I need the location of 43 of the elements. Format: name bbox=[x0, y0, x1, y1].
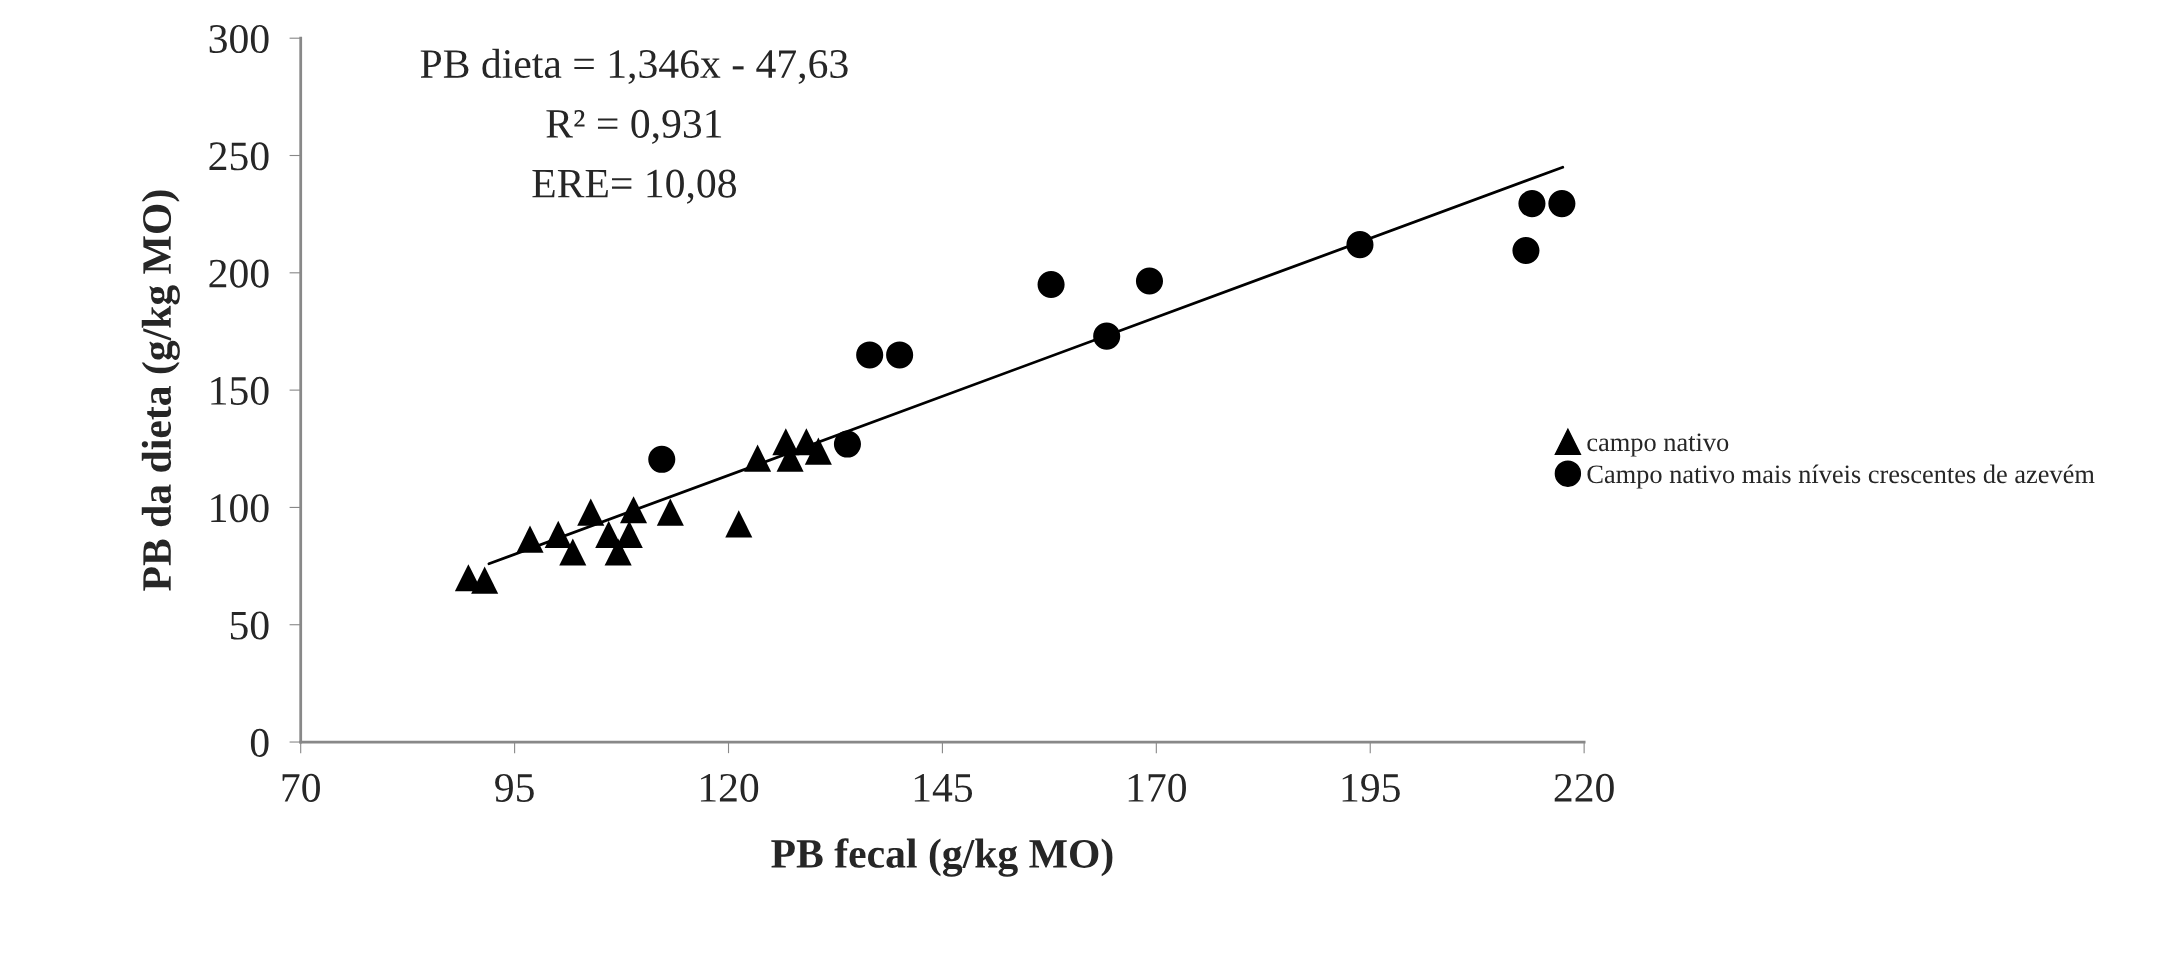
x-tick-label: 145 bbox=[914, 774, 973, 802]
point bbox=[471, 566, 499, 594]
y-tick-label: 50 bbox=[230, 611, 269, 640]
point bbox=[620, 496, 648, 524]
point bbox=[1512, 236, 1540, 265]
point bbox=[856, 341, 884, 369]
point bbox=[648, 445, 676, 473]
point bbox=[516, 525, 544, 553]
y-axis-title: PB da dieta (g/kg MO) bbox=[141, 190, 180, 591]
point bbox=[544, 520, 572, 548]
y-tick-label: 200 bbox=[209, 259, 269, 288]
point bbox=[559, 538, 587, 566]
x-tick-label: 95 bbox=[495, 773, 534, 802]
x-tick-label: 220 bbox=[1554, 773, 1614, 802]
point bbox=[804, 437, 832, 465]
point bbox=[604, 538, 632, 566]
x-tick-label: 120 bbox=[700, 773, 759, 802]
point bbox=[725, 510, 753, 538]
x-tick-label: 70 bbox=[282, 773, 320, 802]
point bbox=[1135, 267, 1164, 295]
y-tick-label: 0 bbox=[250, 728, 269, 757]
legend-label: campo nativo bbox=[1587, 433, 1729, 457]
x-axis-title: PB fecal (g/kg MO) bbox=[771, 838, 1113, 877]
point bbox=[1548, 190, 1576, 218]
annotation: ERE= 10,08 bbox=[532, 169, 736, 204]
point bbox=[577, 498, 605, 526]
point bbox=[833, 430, 861, 458]
y-tick-label: 250 bbox=[209, 142, 269, 171]
annotation: PB dieta = 1,346x - 47,63 bbox=[420, 48, 848, 85]
legend-label: Campo nativo mais níveis crescentes de azevém bbox=[1587, 464, 2095, 489]
x-tick-label: 195 bbox=[1342, 773, 1400, 802]
point bbox=[1093, 322, 1121, 350]
point bbox=[1346, 231, 1374, 259]
annotation: R² = 0,931 bbox=[546, 109, 722, 144]
y-tick-label: 300 bbox=[209, 24, 269, 54]
point bbox=[1037, 271, 1065, 299]
point bbox=[1518, 190, 1546, 218]
x-tick-label: 170 bbox=[1128, 773, 1186, 802]
y-tick-label: 150 bbox=[211, 376, 269, 405]
point bbox=[886, 341, 914, 369]
y-tick-label: 100 bbox=[211, 494, 269, 523]
point bbox=[744, 444, 772, 472]
point bbox=[656, 498, 684, 526]
